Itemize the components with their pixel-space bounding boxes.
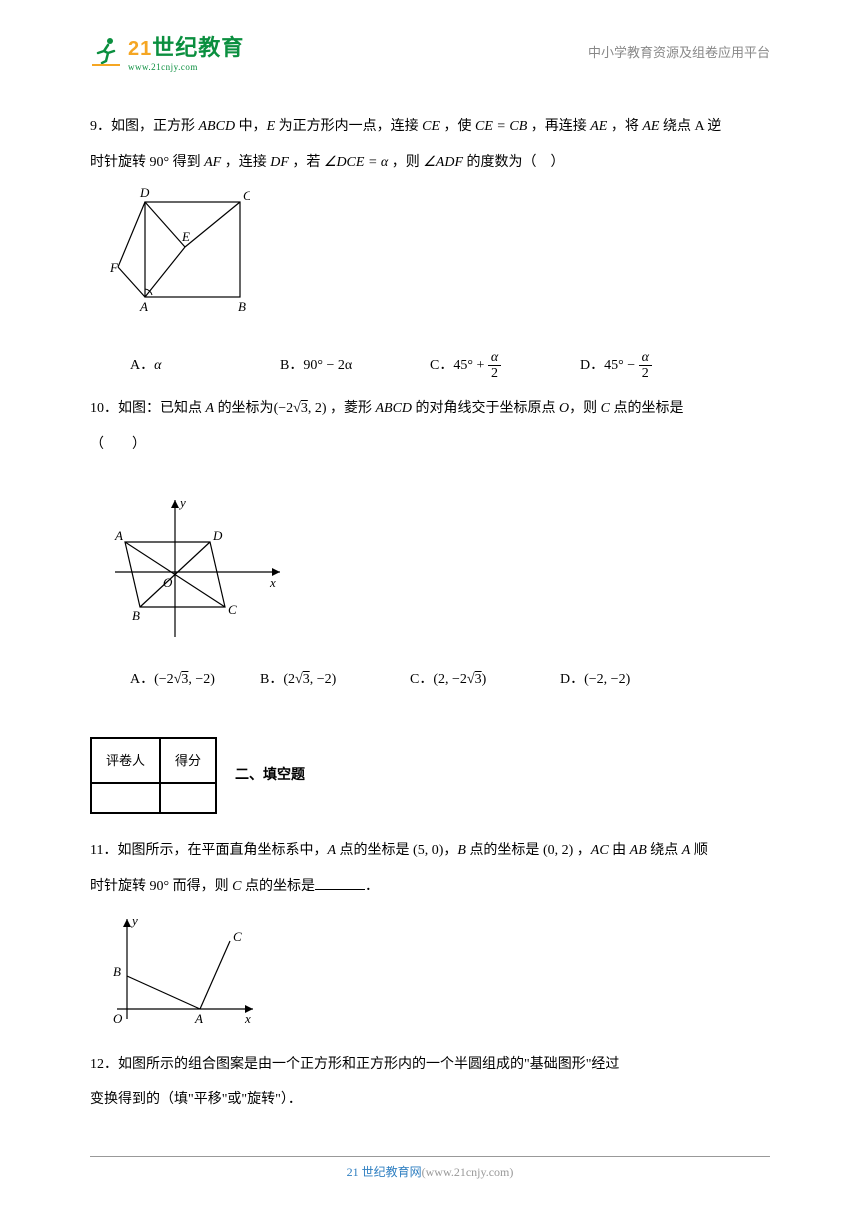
section2-title: 二、填空题	[235, 759, 305, 793]
header-subtitle: 中小学教育资源及组卷应用平台	[588, 42, 770, 61]
score-table-h2: 得分	[160, 738, 216, 783]
q9-opt-b: B．90° − 2α	[280, 349, 430, 383]
svg-text:y: y	[178, 495, 186, 510]
logo: 21世纪教育 www.21cnjy.com	[90, 30, 244, 72]
runner-icon	[90, 35, 122, 67]
svg-text:A: A	[114, 528, 123, 543]
q11-line2: 时针旋转 90° 而得，则 C 点的坐标是．	[90, 870, 770, 904]
svg-text:D: D	[139, 187, 150, 200]
section2-header: 评卷人 得分 二、填空题	[90, 737, 770, 814]
svg-text:A: A	[194, 1011, 203, 1026]
score-table: 评卷人 得分	[90, 737, 217, 814]
q11-line1: 11．如图所示，在平面直角坐标系中，A 点的坐标是 (5, 0)，B 点的坐标是…	[90, 834, 770, 868]
svg-text:F: F	[110, 260, 119, 275]
q10-paren: （ ）	[90, 428, 770, 462]
svg-text:B: B	[132, 608, 140, 623]
q10-figure: A D B C O x y	[110, 492, 770, 656]
score-table-cell2	[160, 783, 216, 813]
score-table-cell1	[91, 783, 160, 813]
svg-text:y: y	[130, 913, 138, 928]
q10-opt-d: D．(−2, −2)	[560, 663, 710, 697]
svg-text:C: C	[243, 188, 250, 203]
svg-text:A: A	[139, 299, 148, 314]
content-area: 9．如图，正方形 ABCD 中，E 为正方形内一点，连接 CE ，使 CE = …	[0, 80, 860, 1117]
logo-text: 21世纪教育 www.21cnjy.com	[128, 30, 244, 72]
svg-text:x: x	[244, 1011, 251, 1026]
q9-line1: 9．如图，正方形 ABCD 中，E 为正方形内一点，连接 CE ，使 CE = …	[90, 110, 770, 144]
q9-figure: D C A B E F	[110, 187, 770, 341]
q9-options: A．α B．90° − 2α C．45° + α2 D．45° − α2	[130, 349, 770, 383]
q12-line1: 12．如图所示的组合图案是由一个正方形和正方形内的一个半圆组成的"基础图形"经过	[90, 1048, 770, 1082]
q9-opt-a: A．α	[130, 349, 280, 383]
svg-text:B: B	[113, 964, 121, 979]
svg-text:O: O	[163, 575, 173, 590]
q12-line2: 变换得到的（填"平移"或"旋转"）．	[90, 1083, 770, 1117]
page-footer: 21 世纪教育网(www.21cnjy.com)	[90, 1156, 770, 1180]
q11-blank	[315, 876, 365, 890]
page-header: 21世纪教育 www.21cnjy.com 中小学教育资源及组卷应用平台	[0, 0, 860, 80]
svg-text:x: x	[269, 575, 276, 590]
svg-text:C: C	[228, 602, 237, 617]
q9-opt-d: D．45° − α2	[580, 349, 730, 383]
svg-text:E: E	[181, 229, 190, 244]
svg-text:C: C	[233, 929, 242, 944]
q10-options: A．(−2√3, −2) B．(2√3, −2) C．(2, −2√3) D．(…	[130, 663, 770, 697]
q11-figure: B A C O x y	[105, 911, 770, 1040]
q10-opt-b: B．(2√3, −2)	[260, 663, 410, 697]
q9-line2: 时针旋转 90° 得到 AF ，连接 DF ，若 ∠DCE = α ，则 ∠AD…	[90, 146, 770, 180]
q10-line1: 10．如图：已知点 A 的坐标为(−2√3, 2) ，菱形 ABCD 的对角线交…	[90, 392, 770, 426]
svg-text:D: D	[212, 528, 223, 543]
score-table-h1: 评卷人	[91, 738, 160, 783]
q9-opt-c: C．45° + α2	[430, 349, 580, 383]
q10-opt-c: C．(2, −2√3)	[410, 663, 560, 697]
svg-text:B: B	[238, 299, 246, 314]
svg-text:O: O	[113, 1011, 123, 1026]
q10-opt-a: A．(−2√3, −2)	[130, 663, 260, 697]
